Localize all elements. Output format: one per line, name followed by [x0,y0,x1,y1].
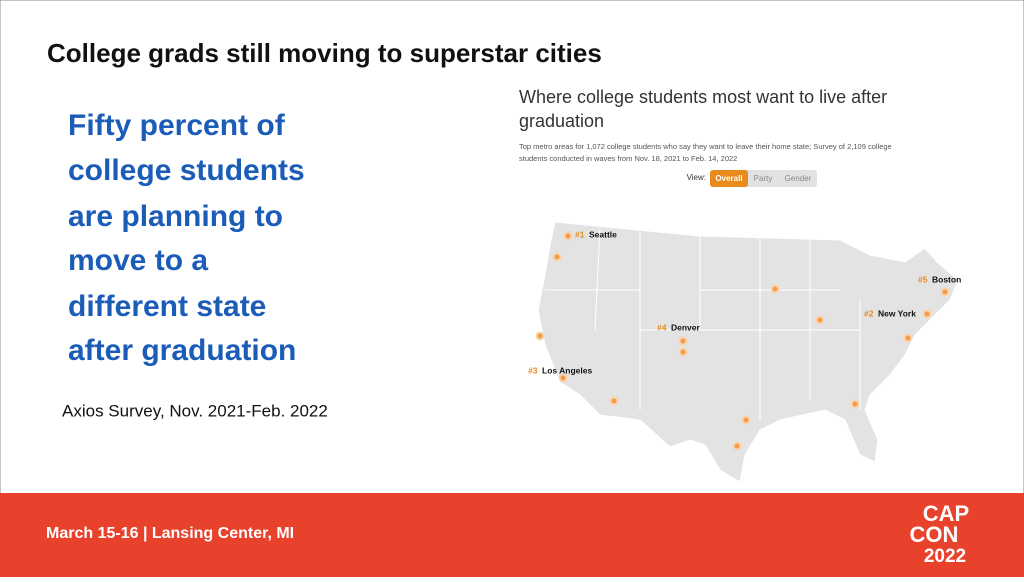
callout: Fifty percent of college students are pl… [68,109,305,367]
city-dot [678,347,688,357]
city-name: Seattle [589,229,617,239]
city-rank: #2 [864,308,874,318]
map-title: graduation [519,111,604,131]
callout-line: after graduation [68,334,296,367]
city-dot [850,399,860,409]
city-rank: #1 [575,229,585,239]
city-dot [552,252,562,262]
city-name: Los Angeles [542,365,592,375]
city-name: Boston [932,274,961,284]
tab[interactable]: Party [754,174,773,183]
slide-title: College grads still moving to superstar … [47,38,602,68]
city-dot [609,396,619,406]
city-dot [770,284,780,294]
map-title: Where college students most want to live… [519,87,887,107]
city-name: Denver [671,322,701,332]
city-dot [563,231,573,241]
callout-line: different state [68,290,266,323]
map-subtitle: students conducted in waves from Nov. 18… [519,154,737,163]
callout-line: Fifty percent of [68,109,286,142]
city-dot [741,415,751,425]
city-dot [678,336,688,346]
callout-line: college students [68,154,305,187]
city-dot [732,441,742,451]
tab-active[interactable] [710,170,748,187]
city-dots [535,231,950,451]
logo-text: CAP [923,501,969,526]
tab[interactable]: Overall [715,174,742,183]
city-labels: #1 Seattle #5 Boston #2 New York #4 Denv… [528,229,961,375]
city-dot [940,287,950,297]
city-rank: #3 [528,365,538,375]
state-borders [545,227,861,420]
logo-text: 2022 [924,546,966,567]
city-rank: #5 [918,274,928,284]
logo: CAP CON 2022 [910,501,970,567]
city-dot [535,331,545,341]
city-dot [815,315,825,325]
city-dot [922,309,932,319]
logo-text: CON [910,522,959,547]
tab[interactable]: Gender [785,174,812,183]
footer-event: March 15-16 | Lansing Center, MI [46,525,294,542]
city-dot [558,373,568,383]
footer-band [0,493,1024,577]
city-dot [903,333,913,343]
map-subtitle: Top metro areas for 1,072 college studen… [519,142,892,151]
callout-line: move to a [68,244,208,277]
callout-line: are planning to [68,200,283,233]
city-name: New York [878,308,916,318]
city-rank: #4 [657,322,667,332]
source: Axios Survey, Nov. 2021-Feb. 2022 [62,401,328,420]
view-label: View: [687,173,706,182]
us-map [537,221,959,483]
